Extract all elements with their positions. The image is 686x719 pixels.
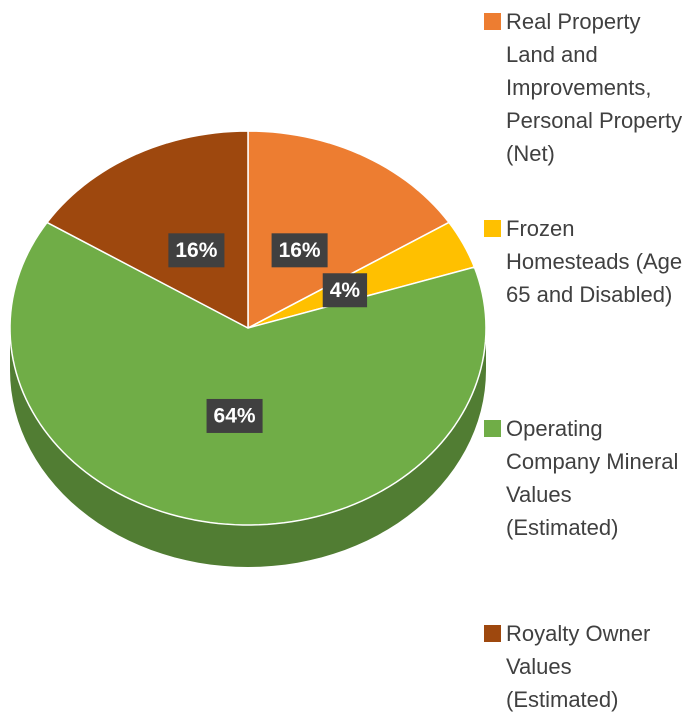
data-label-text: 16% — [175, 239, 217, 262]
legend-label: Real Property Land and Improvements, Per… — [506, 9, 683, 166]
legend-label: Frozen Homesteads (Age 65 and Disabled) — [506, 216, 683, 307]
legend-entry: Real Property Land and Improvements, Per… — [484, 5, 684, 170]
legend-entry: Operating Company Mineral Values (Estima… — [484, 412, 684, 544]
data-label-text: 4% — [330, 279, 361, 302]
data-label: 16% — [271, 233, 328, 268]
data-label-text: 64% — [214, 404, 256, 427]
data-label-box — [168, 233, 225, 268]
legend-entry: Frozen Homesteads (Age 65 and Disabled) — [484, 212, 684, 311]
data-label-box — [322, 273, 368, 308]
data-label: 4% — [322, 273, 368, 308]
legend-swatch — [484, 625, 501, 642]
legend-swatch — [484, 420, 501, 437]
legend-swatch — [484, 13, 501, 30]
data-label-box — [271, 233, 328, 268]
legend-swatch — [484, 220, 501, 237]
slice — [46, 130, 249, 329]
data-label-text: 16% — [279, 239, 321, 262]
data-label: 16% — [168, 233, 225, 268]
data-label-box — [206, 398, 263, 433]
data-label: 64% — [206, 398, 263, 433]
legend-label: Operating Company Mineral Values (Estima… — [506, 416, 685, 540]
legend-label: Royalty Owner Values (Estimated) — [506, 621, 657, 712]
slice-side — [10, 328, 486, 567]
chart: 16% 4% 64% 16% — [9, 130, 487, 567]
legend-entry: Royalty Owner Values (Estimated) — [484, 617, 684, 716]
slice — [247, 130, 450, 329]
